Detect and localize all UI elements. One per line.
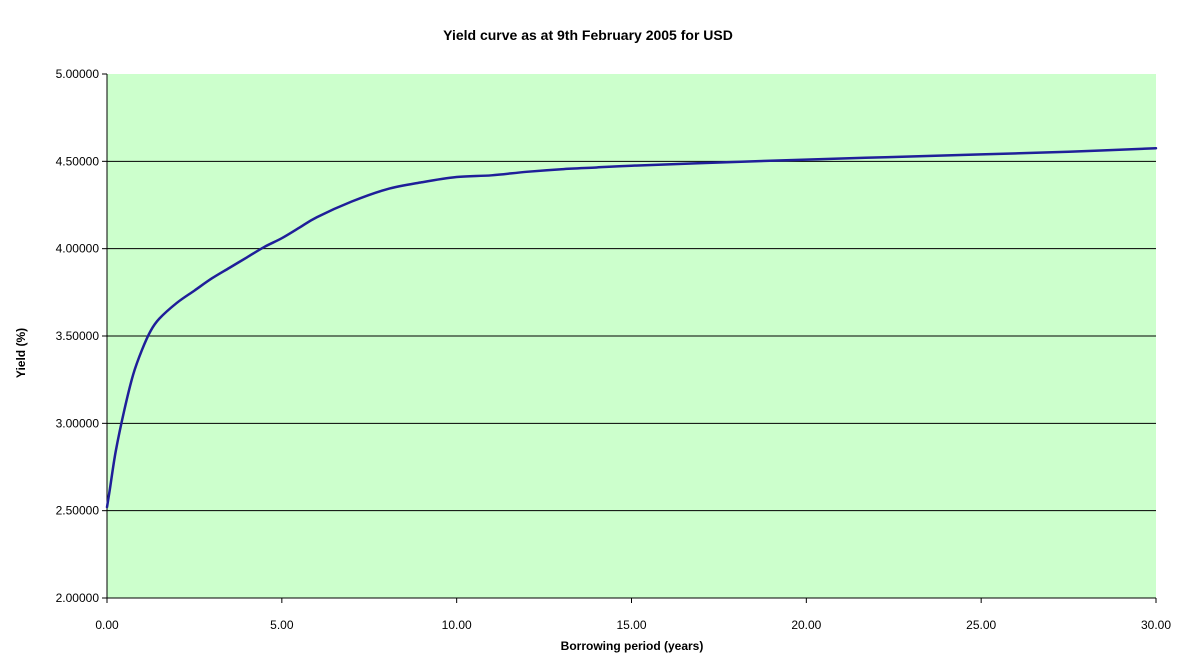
y-tick-label: 2.50000 (56, 504, 100, 518)
x-tick-label: 30.00 (1141, 618, 1171, 632)
x-tick-label: 20.00 (791, 618, 821, 632)
chart-title: Yield curve as at 9th February 2005 for … (443, 27, 733, 43)
y-tick-label: 2.00000 (56, 591, 100, 605)
y-tick-label: 4.00000 (56, 242, 100, 256)
x-tick-labels: 0.00 5.00 10.00 15.00 20.00 25.00 30.00 (95, 598, 1171, 632)
y-tick-labels: 2.00000 2.50000 3.00000 3.50000 4.00000 4.500… (56, 67, 107, 605)
x-tick-label: 25.00 (966, 618, 996, 632)
x-tick-label: 10.00 (442, 618, 472, 632)
x-axis-label: Borrowing period (years) (561, 639, 704, 653)
x-tick-label: 15.00 (616, 618, 646, 632)
series-line (105, 146, 1158, 509)
x-tick-label: 5.00 (270, 618, 294, 632)
series-layer (105, 146, 1158, 509)
y-tick-label: 5.00000 (56, 67, 100, 81)
x-tick-label: 0.00 (95, 618, 119, 632)
y-axis-label: Yield (%) (14, 328, 28, 378)
y-tick-label: 3.00000 (56, 416, 100, 430)
y-tick-label: 3.50000 (56, 329, 100, 343)
gridlines (107, 160, 1156, 512)
y-tick-label: 4.50000 (56, 154, 100, 168)
